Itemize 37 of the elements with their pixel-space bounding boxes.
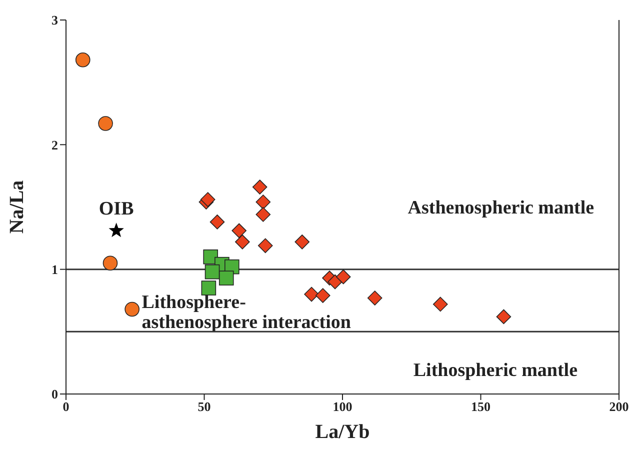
- x-axis-title: La/Yb: [315, 421, 370, 443]
- point: [432, 296, 448, 312]
- y-tick-label: 2: [52, 137, 58, 152]
- y-axis-title: Na/La: [6, 180, 28, 234]
- x-tick-label: 150: [471, 399, 490, 414]
- point: [75, 52, 90, 68]
- point: [336, 269, 351, 284]
- point: [315, 288, 330, 303]
- point: [201, 280, 216, 296]
- point: [294, 234, 310, 250]
- point: [367, 290, 382, 306]
- point: [218, 270, 234, 286]
- point: [108, 222, 124, 238]
- series-label: OIB: [98, 198, 134, 220]
- point: [496, 309, 512, 324]
- annotation: Asthenospheric mantle: [408, 197, 594, 218]
- point: [304, 286, 319, 302]
- x-tick-label: 0: [62, 399, 70, 414]
- point: [256, 207, 271, 222]
- x-tick-label: 100: [332, 399, 352, 414]
- annotation: Lithospheric mantle: [413, 360, 578, 382]
- point: [252, 180, 268, 194]
- point: [210, 214, 225, 230]
- annotation: Lithosphere- asthenosphere interaction: [142, 292, 352, 333]
- y-tick-label: 1: [52, 262, 58, 277]
- point: [102, 256, 118, 270]
- point: [256, 194, 271, 210]
- point: [232, 223, 246, 238]
- y-tick-label: 3: [52, 12, 58, 28]
- point: [98, 116, 113, 131]
- x-tick-label: 50: [198, 399, 211, 414]
- point: [258, 238, 273, 254]
- x-tick-label: 200: [609, 399, 629, 414]
- point: [235, 234, 250, 250]
- point: [124, 302, 140, 317]
- y-tick-label: 0: [52, 386, 58, 402]
- point: [204, 264, 220, 280]
